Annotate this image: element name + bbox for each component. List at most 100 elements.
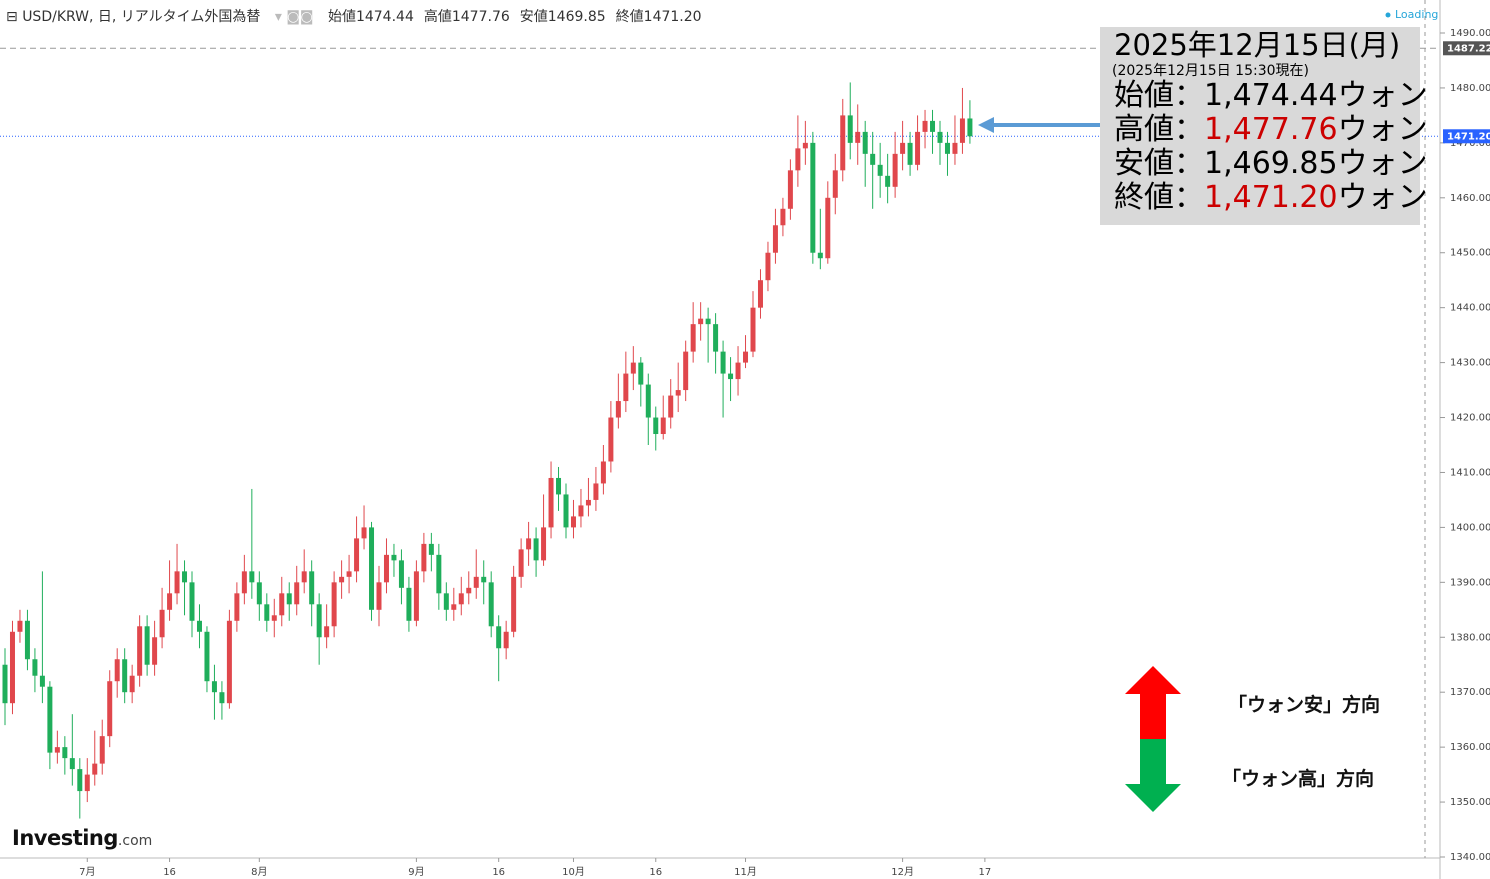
candle-body xyxy=(271,615,277,621)
row-label: 終値： xyxy=(1114,180,1204,215)
candle-body xyxy=(279,593,285,616)
candle-body xyxy=(391,554,397,561)
candle-body xyxy=(369,527,375,610)
annotation-box: 2025年12月15日(月) (2025年12月15日 15:30現在) 始値：… xyxy=(1100,27,1428,225)
candle-body xyxy=(855,131,861,143)
candle-body xyxy=(144,626,150,665)
candle-body xyxy=(62,747,68,759)
candle-body xyxy=(294,582,300,605)
row-unit: ウォン xyxy=(1337,112,1428,147)
candle-body xyxy=(959,118,965,143)
candle-body xyxy=(840,115,846,171)
candle-body xyxy=(316,604,322,638)
x-tick-label: 16 xyxy=(163,867,176,878)
candle-body xyxy=(77,769,83,792)
candle-body xyxy=(952,142,958,154)
candle-body xyxy=(466,587,472,594)
candle-body xyxy=(451,604,457,610)
candle-body xyxy=(159,609,165,638)
candle-body xyxy=(309,571,315,605)
symbol: ⊟ xyxy=(6,9,23,25)
annotation-row: 高値：1,477.76ウォン xyxy=(1100,112,1428,147)
candle-body xyxy=(137,626,143,676)
candle-body xyxy=(324,626,330,638)
loading-dot xyxy=(1385,12,1391,18)
candle-body xyxy=(488,582,494,627)
direction-arrow xyxy=(1125,666,1181,812)
direction-up: 「ウォン安」方向 xyxy=(1228,694,1381,716)
candle-body xyxy=(638,362,644,385)
direction-down: 「ウォン高」方向 xyxy=(1222,768,1375,790)
loading: Loading xyxy=(1395,8,1438,21)
candle-body xyxy=(503,631,509,649)
candle-body xyxy=(204,631,210,682)
pointer-arrow-head xyxy=(978,117,994,133)
ohlc-value: 1469.85 xyxy=(547,9,606,25)
candle-body xyxy=(720,351,726,374)
candle-body xyxy=(705,318,711,325)
y-tick-label: 1430.00 xyxy=(1450,358,1490,369)
candle-body xyxy=(915,131,921,165)
header: ⊟ USD/KRW, 日, リアルタイム外国為替 ▾ ◙◙ 始値1474.44 高… xyxy=(6,6,712,26)
icons[interactable]: ▾ ◙◙ xyxy=(274,9,314,25)
candle-body xyxy=(24,620,30,660)
price-label-bg xyxy=(1443,129,1490,144)
ohlc-value: 1474.44 xyxy=(355,9,414,25)
candle-body xyxy=(256,582,262,605)
y-tick-label: 1360.00 xyxy=(1450,742,1490,753)
candle-body xyxy=(481,576,487,583)
candle-body xyxy=(578,505,584,517)
candle-body xyxy=(630,362,636,374)
candle-body xyxy=(383,554,389,583)
candle-body xyxy=(54,747,60,753)
candle-body xyxy=(892,153,898,187)
candle-body xyxy=(421,543,427,572)
candle-body xyxy=(600,461,606,484)
candle-body xyxy=(107,681,113,737)
ohlc-label: 安値 xyxy=(519,9,548,25)
candle-body xyxy=(743,351,749,363)
candle-body xyxy=(428,543,434,555)
candle-body xyxy=(211,681,217,693)
logo-brand: Investing xyxy=(12,826,118,850)
candle-body xyxy=(675,390,681,396)
price-label: 1487.22 xyxy=(1447,43,1490,54)
logo-suffix: .com xyxy=(117,833,153,849)
candle-body xyxy=(832,170,838,198)
candle-body xyxy=(518,549,524,577)
y-tick-label: 1490.00 xyxy=(1450,28,1490,39)
candle-body xyxy=(660,417,666,435)
annotation-subtitle: (2025年12月15日 15:30現在) xyxy=(1112,63,1309,79)
y-tick-label: 1380.00 xyxy=(1450,632,1490,643)
candle-body xyxy=(615,401,621,418)
candle-body xyxy=(772,225,778,253)
candle-body xyxy=(436,554,442,594)
candle-body xyxy=(167,593,173,610)
candle-body xyxy=(795,148,801,171)
candle-body xyxy=(354,538,360,572)
candle-body xyxy=(937,131,943,143)
candle-body xyxy=(122,659,128,693)
candle-body xyxy=(413,571,419,621)
candle-body xyxy=(548,477,554,528)
candle-body xyxy=(496,626,502,649)
row-unit: ウォン xyxy=(1337,180,1428,215)
candle-body xyxy=(458,593,464,605)
candle-body xyxy=(219,692,225,704)
y-tick-label: 1410.00 xyxy=(1450,467,1490,478)
candle-body xyxy=(690,324,696,352)
candle-body xyxy=(780,208,786,226)
candle-body xyxy=(765,252,771,281)
row-value: 1,477.76 xyxy=(1204,112,1338,147)
candle-body xyxy=(398,560,404,588)
y-tick-label: 1400.00 xyxy=(1450,522,1490,533)
x-tick-label: 16 xyxy=(649,867,662,878)
candle-body xyxy=(922,120,928,132)
candle-body xyxy=(406,587,412,621)
price-label-bg xyxy=(1443,41,1490,56)
candle-body xyxy=(301,571,307,583)
candle-body xyxy=(668,395,674,418)
row-label: 始値： xyxy=(1114,78,1204,113)
